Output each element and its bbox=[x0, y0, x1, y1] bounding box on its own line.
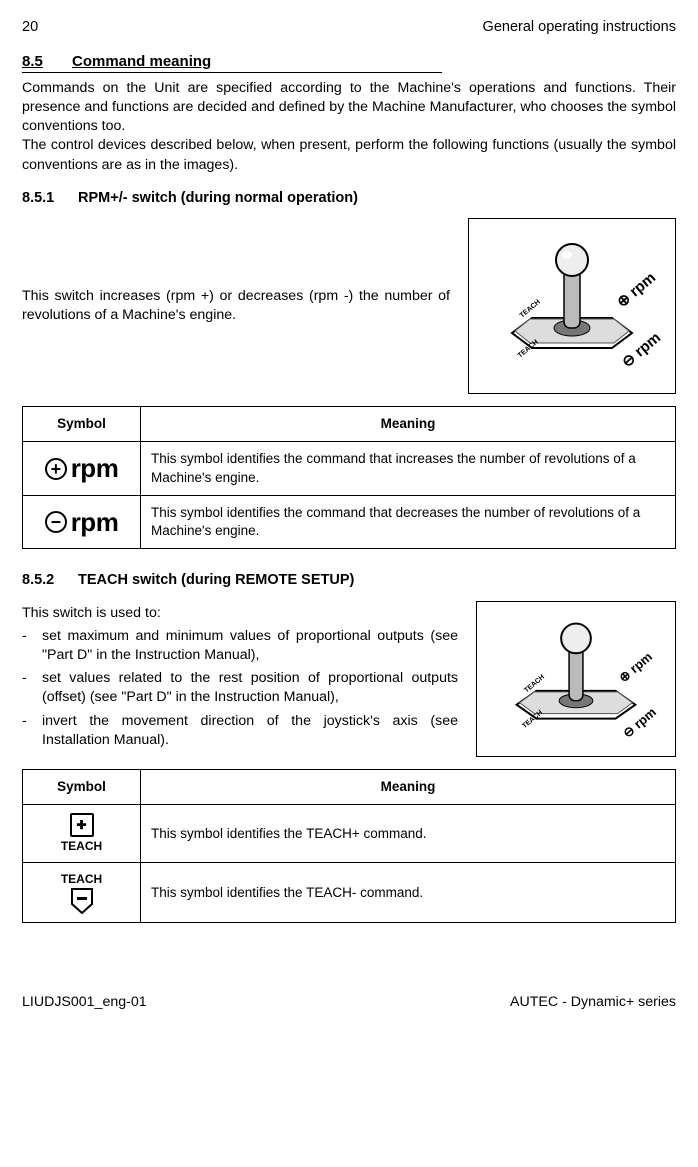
intro-paragraph-2: The control devices described below, whe… bbox=[22, 136, 676, 174]
table-row: − rpm This symbol identifies the command… bbox=[23, 495, 676, 548]
footer-left: LIUDJS001_eng-01 bbox=[22, 993, 147, 1012]
subsection-2-heading: 8.5.2 TEACH switch (during REMOTE SETUP) bbox=[22, 571, 676, 591]
section-number: 8.5 bbox=[22, 52, 72, 72]
minus-icon: − bbox=[45, 511, 67, 533]
rpm-plus-meaning: This symbol identifies the command that … bbox=[141, 442, 676, 495]
list-item: set maximum and minimum values of propor… bbox=[22, 627, 458, 665]
rpm-minus-symbol: − rpm bbox=[33, 505, 130, 540]
subsection-1-description: This switch increases (rpm +) or decreas… bbox=[22, 287, 450, 325]
teach-minus-symbol: TEACH bbox=[33, 871, 130, 914]
teach-minus-meaning: This symbol identifies the TEACH- comman… bbox=[141, 863, 676, 923]
subsection-1-number: 8.5.1 bbox=[22, 189, 74, 209]
list-item: invert the movement direction of the joy… bbox=[22, 712, 458, 750]
joystick-icon: ⊕ rpm ⊖ rpm TEACH TEACH bbox=[472, 218, 672, 394]
minus-shield-icon bbox=[71, 888, 93, 914]
subsection-2-title: TEACH switch (during REMOTE SETUP) bbox=[78, 572, 354, 588]
subsection-2-intro: This switch is used to: bbox=[22, 605, 161, 621]
doc-title: General operating instructions bbox=[483, 18, 676, 38]
subsection-2-number: 8.5.2 bbox=[22, 571, 74, 591]
rpm-switch-illustration: ⊕ rpm ⊖ rpm TEACH TEACH bbox=[468, 218, 676, 394]
plus-icon: + bbox=[45, 458, 67, 480]
plus-shield-icon: ✚ bbox=[70, 813, 94, 837]
subsection-1-title: RPM+/- switch (during normal operation) bbox=[78, 190, 358, 206]
section-title: Command meaning bbox=[72, 52, 211, 72]
rpm-minus-meaning: This symbol identifies the command that … bbox=[141, 495, 676, 548]
list-item: set values related to the rest position … bbox=[22, 669, 458, 707]
list-item-text: invert the movement direction of the joy… bbox=[42, 712, 458, 750]
teach-label: TEACH bbox=[61, 838, 102, 854]
rpm-plus-symbol: + rpm bbox=[33, 451, 130, 486]
teach-usage-list: set maximum and minimum values of propor… bbox=[22, 627, 458, 750]
teach-plus-meaning: This symbol identifies the TEACH+ comman… bbox=[141, 805, 676, 863]
teach-switch-illustration: ⊕ rpm ⊖ rpm TEACH TEACH bbox=[476, 601, 676, 757]
intro-paragraph-1: Commands on the Unit are specified accor… bbox=[22, 79, 676, 137]
teach-plus-symbol: ✚ TEACH bbox=[33, 813, 130, 854]
list-item-text: set values related to the rest position … bbox=[42, 669, 458, 707]
rpm-label: rpm bbox=[71, 451, 119, 486]
table-row: + rpm This symbol identifies the command… bbox=[23, 442, 676, 495]
table-row: ✚ TEACH This symbol identifies the TEACH… bbox=[23, 805, 676, 863]
subsection-1-heading: 8.5.1 RPM+/- switch (during normal opera… bbox=[22, 189, 676, 209]
table-header-symbol: Symbol bbox=[23, 407, 141, 442]
table-header-meaning: Meaning bbox=[141, 407, 676, 442]
rpm-label: rpm bbox=[71, 505, 119, 540]
svg-text:⊕ rpm: ⊕ rpm bbox=[616, 649, 655, 685]
page-number: 20 bbox=[22, 18, 38, 38]
svg-text:⊕ rpm: ⊕ rpm bbox=[614, 269, 659, 311]
section-heading: 8.5 Command meaning bbox=[22, 52, 442, 73]
list-item-text: set maximum and minimum values of propor… bbox=[42, 627, 458, 665]
teach-symbol-table: Symbol Meaning ✚ TEACH This symbol ident… bbox=[22, 769, 676, 924]
subsection-2-description: This switch is used to: set maximum and … bbox=[22, 604, 458, 754]
teach-label: TEACH bbox=[61, 871, 102, 887]
table-header-symbol: Symbol bbox=[23, 769, 141, 804]
joystick-icon: ⊕ rpm ⊖ rpm TEACH TEACH bbox=[477, 601, 675, 757]
table-row: TEACH This symbol identifies the TEACH- … bbox=[23, 863, 676, 923]
footer-right: AUTEC - Dynamic+ series bbox=[510, 993, 676, 1012]
rpm-symbol-table: Symbol Meaning + rpm This symbol identif… bbox=[22, 406, 676, 549]
svg-text:TEACH: TEACH bbox=[519, 299, 542, 320]
table-header-meaning: Meaning bbox=[141, 769, 676, 804]
